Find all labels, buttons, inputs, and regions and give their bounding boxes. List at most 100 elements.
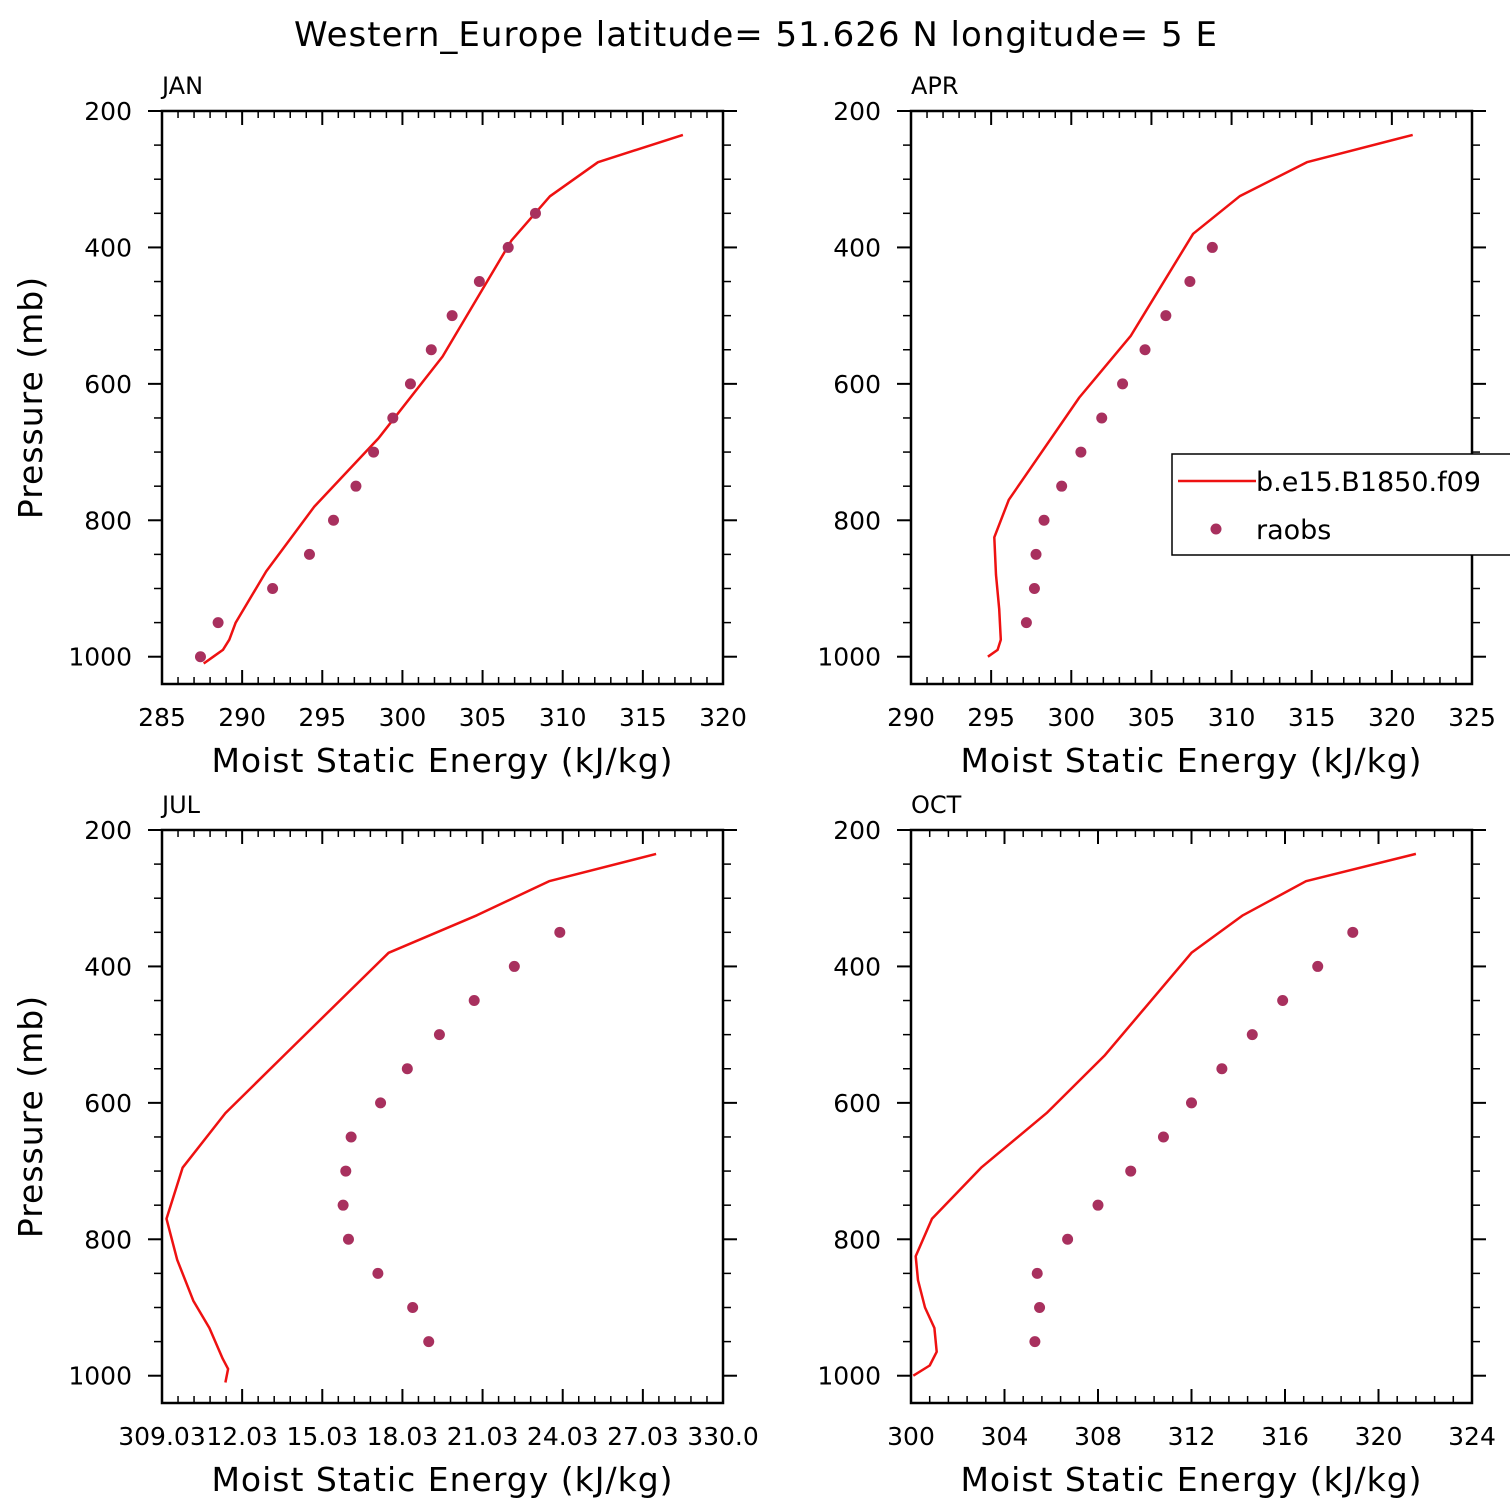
x-tick-label: 309.03 [118,1422,205,1451]
raobs-point [1062,1233,1074,1245]
raobs-point [423,1336,435,1348]
panel-oct: OCT 300 304 308 312 316 320 324 200 400 600 800 1000… [817,791,1495,1499]
raobs-point [1157,1131,1169,1143]
panel-label: JAN [160,72,203,100]
x-tick-label: 320 [699,703,747,732]
raobs-point [1246,1029,1258,1041]
y-tick-label: 800 [833,506,881,535]
raobs-point [350,480,362,492]
raobs-point [433,1029,445,1041]
x-tick-label: 310 [539,703,587,732]
raobs-point [1277,995,1289,1007]
y-tick-label: 200 [833,816,881,845]
raobs-point [194,651,206,663]
y-tick-label: 400 [84,233,132,262]
x-axis-title: Moist Static Energy (kJ/kg) [211,1460,673,1499]
x-axis-title: Moist Static Energy (kJ/kg) [211,741,673,780]
model-profile-line [987,133,1414,658]
raobs-point [1075,446,1087,458]
raobs-point [473,276,485,288]
raobs-point [342,1233,354,1245]
y-tick-label: 400 [84,952,132,981]
raobs-point [303,548,315,560]
plot-frame [160,828,725,1405]
y-axis-title: Pressure (mb) [11,276,50,519]
panel-label: OCT [911,791,962,819]
x-tick-label: 304 [981,1422,1029,1451]
y-tick-label: 1000 [68,1362,132,1391]
raobs-point [337,1199,349,1211]
x-tick-label: 12.03 [206,1422,278,1451]
x-axis-title: Moist Static Energy (kJ/kg) [960,1460,1422,1499]
raobs-point [508,960,520,972]
x-tick-label: 300 [887,1422,935,1451]
x-tick-label: 305 [1128,703,1176,732]
y-tick-label: 800 [84,1225,132,1254]
x-tick-label: 295 [298,703,346,732]
model-profile-line [202,133,684,665]
raobs-point [1139,344,1151,356]
raobs-point [1038,514,1050,526]
panel-jan: JAN 285 290 295 300 305 310 315 320 200 400 600 800 1… [11,72,747,780]
y-tick-label: 1000 [817,643,881,672]
raobs-point [1347,926,1359,938]
y-tick-label: 600 [833,370,881,399]
y-tick-label: 600 [84,370,132,399]
y-tick-label: 600 [84,1089,132,1118]
raobs-point [1186,1097,1197,1109]
y-tick-label: 800 [84,506,132,535]
raobs-point [212,617,224,629]
raobs-point [468,995,480,1007]
x-axis-title: Moist Static Energy (kJ/kg) [960,741,1422,780]
legend-box [1171,453,1510,556]
raobs-point [407,1302,419,1313]
raobs-point [1029,1336,1041,1348]
raobs-point [368,446,380,458]
plot-frame [160,109,725,686]
legend: b.e15.B1850.f09 raobs [1171,453,1510,556]
raobs-point [1030,548,1042,560]
panels: JAN 285 290 295 300 305 310 315 320 200 400 600 800 1… [11,72,1496,1499]
legend-obs-label: raobs [1256,515,1331,546]
y-tick-label: 600 [833,1089,881,1118]
x-tick-label: 325 [1448,703,1496,732]
raobs-point [340,1165,352,1177]
raobs-point [328,514,340,526]
raobs-point [1056,480,1068,492]
raobs-point [267,583,279,594]
y-tick-label: 1000 [68,643,132,672]
raobs-point [345,1131,357,1143]
x-tick-label: 308 [1074,1422,1122,1451]
x-tick-label: 324 [1448,1422,1496,1451]
raobs-point [1031,1267,1043,1279]
raobs-point [1020,617,1032,629]
x-tick-label: 27.03 [607,1422,679,1451]
y-tick-label: 800 [833,1225,881,1254]
raobs-point [375,1097,387,1109]
x-tick-label: 21.03 [447,1422,519,1451]
x-tick-label: 285 [138,703,186,732]
x-tick-label: 320 [1355,1422,1403,1451]
legend-raobs-marker [1210,523,1222,535]
x-tick-label: 300 [379,703,427,732]
raobs-point [1125,1165,1137,1177]
raobs-point [1160,310,1172,322]
x-tick-label: 312 [1168,1422,1216,1451]
y-tick-label: 200 [833,97,881,126]
x-tick-label: 315 [619,703,667,732]
legend-model-label: b.e15.B1850.f09 [1256,467,1481,498]
model-profile-line [912,852,1417,1377]
plot-frame [909,828,1474,1405]
x-tick-label: 305 [459,703,507,732]
x-tick-label: 310 [1208,703,1256,732]
x-tick-label: 315 [1288,703,1336,732]
x-tick-label: 290 [218,703,266,732]
y-tick-label: 200 [84,97,132,126]
x-tick-label: 300 [1047,703,1095,732]
raobs-point [1117,378,1129,390]
panel-label: APR [911,72,959,100]
raobs-point [1096,412,1108,424]
panel-label: JUL [160,791,201,819]
model-profile-line [165,852,657,1383]
